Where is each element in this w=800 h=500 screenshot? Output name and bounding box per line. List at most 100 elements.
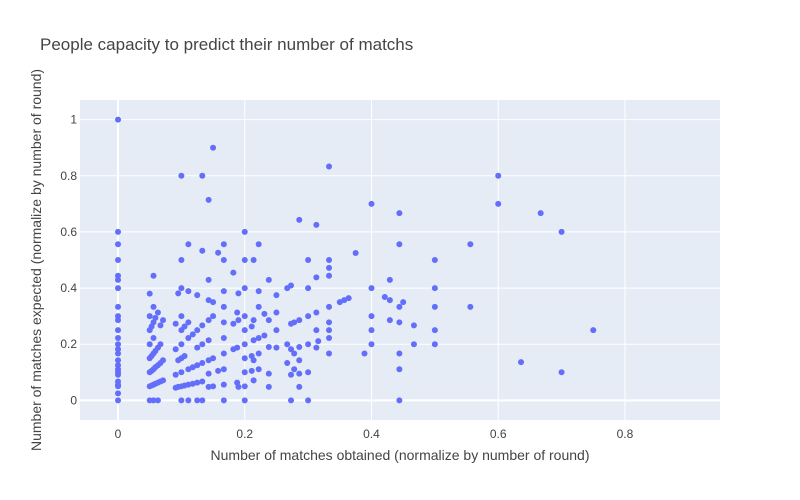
y-axis-title: Number of matches expected (normalize by… xyxy=(28,69,44,451)
data-point xyxy=(235,317,242,324)
data-point xyxy=(160,357,167,364)
data-point xyxy=(220,366,227,373)
data-point xyxy=(181,323,188,330)
y-tick-label: 0.4 xyxy=(60,281,77,295)
data-point xyxy=(368,327,375,334)
data-point xyxy=(313,309,320,316)
data-point xyxy=(386,317,393,324)
data-point xyxy=(255,335,262,342)
data-point xyxy=(235,290,242,297)
x-tick-label: 0 xyxy=(115,427,122,441)
data-point xyxy=(241,397,248,404)
data-point xyxy=(150,303,157,310)
data-point xyxy=(326,303,333,310)
y-tick-labels: 0 0.2 0.4 0.6 0.8 1 xyxy=(60,113,77,408)
data-point xyxy=(326,319,333,326)
data-point xyxy=(241,228,248,235)
data-point xyxy=(315,338,322,345)
data-point xyxy=(241,355,248,362)
data-point xyxy=(255,303,262,310)
data-point xyxy=(230,269,237,276)
data-point xyxy=(220,257,227,263)
data-point xyxy=(194,327,201,334)
data-point xyxy=(185,241,192,248)
data-point xyxy=(115,276,122,283)
data-point xyxy=(241,313,248,320)
data-point xyxy=(199,360,206,367)
data-point xyxy=(261,332,268,339)
data-point xyxy=(185,319,192,326)
data-point xyxy=(235,383,242,390)
data-point xyxy=(178,257,185,263)
data-point xyxy=(590,327,597,334)
data-point xyxy=(313,344,320,351)
data-point xyxy=(288,282,295,289)
x-tick-label: 0.8 xyxy=(617,427,634,441)
data-point xyxy=(495,172,502,179)
data-point xyxy=(410,322,417,329)
data-point xyxy=(194,344,201,351)
data-point xyxy=(115,397,122,404)
data-point xyxy=(210,313,217,320)
data-point xyxy=(326,272,333,279)
data-point xyxy=(150,397,157,404)
data-point xyxy=(178,369,185,376)
data-point xyxy=(150,335,157,342)
data-point xyxy=(220,397,227,404)
data-point xyxy=(273,309,280,316)
data-point xyxy=(361,350,368,357)
data-point xyxy=(250,317,257,324)
data-point xyxy=(115,317,122,324)
data-point xyxy=(288,397,295,404)
data-point xyxy=(265,276,272,283)
data-point xyxy=(296,383,303,390)
data-point xyxy=(313,327,320,334)
data-point xyxy=(241,285,248,292)
data-point xyxy=(115,228,122,235)
data-point xyxy=(250,257,257,263)
data-point xyxy=(273,292,280,299)
data-point xyxy=(220,381,227,388)
data-point xyxy=(291,366,298,373)
data-point xyxy=(255,350,262,357)
x-tick-labels: 0 0.2 0.4 0.6 0.8 xyxy=(115,427,634,441)
data-point xyxy=(284,360,291,367)
data-point xyxy=(115,371,122,378)
data-point xyxy=(255,241,262,248)
data-point xyxy=(255,288,262,295)
data-point xyxy=(172,371,179,378)
data-point xyxy=(518,359,525,366)
data-point xyxy=(248,323,255,330)
data-point xyxy=(178,341,185,348)
data-point xyxy=(234,309,241,316)
y-tick-label: 1 xyxy=(70,113,77,127)
data-point xyxy=(265,317,272,324)
y-tick-label: 0.2 xyxy=(60,337,77,351)
x-tick-label: 0.2 xyxy=(236,427,253,441)
data-point xyxy=(265,370,272,377)
data-point xyxy=(305,285,312,292)
data-point xyxy=(288,371,295,378)
data-point xyxy=(154,309,161,316)
data-point xyxy=(150,319,157,326)
data-point xyxy=(288,346,295,353)
data-point xyxy=(305,369,312,376)
data-point xyxy=(396,397,403,404)
data-point xyxy=(241,257,248,263)
data-point xyxy=(157,322,164,329)
data-point xyxy=(368,285,375,292)
data-point xyxy=(185,288,192,295)
data-point xyxy=(199,341,206,348)
x-tick-label: 0.6 xyxy=(490,427,507,441)
data-point xyxy=(558,369,565,376)
data-point xyxy=(296,357,303,364)
data-point xyxy=(199,247,206,254)
data-point xyxy=(181,353,188,359)
data-point xyxy=(175,290,182,297)
data-point xyxy=(146,341,153,348)
data-point xyxy=(248,367,255,374)
data-point xyxy=(291,319,298,326)
data-point xyxy=(241,341,248,348)
data-point xyxy=(172,320,179,327)
